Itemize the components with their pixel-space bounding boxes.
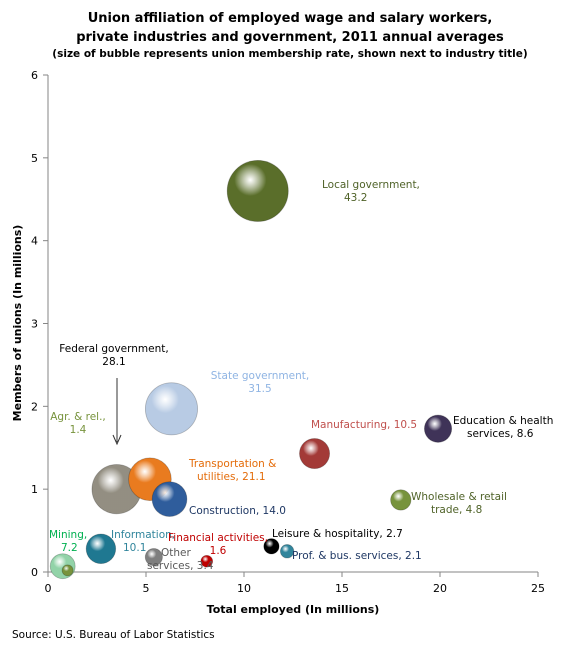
x-tick-label: 10 [237,582,251,595]
bubble-label-line: Construction, 14.0 [189,505,286,517]
bubble-label-line: Local government, [322,179,420,191]
bubble-label-line: Wholesale & retail [411,491,507,503]
bubble-label-construction: Construction, 14.0 [189,505,286,517]
bubble-label-local-government: Local government, 43.2 [322,179,420,204]
y-tick-label: 5 [31,152,38,165]
axes: 0 5 10 15 20 25 0 1 2 3 4 5 6 [31,69,545,595]
x-tick-label: 0 [45,582,52,595]
bubble-education-health-services [424,414,453,443]
y-tick-label: 0 [31,566,38,579]
bubble-information [85,533,117,564]
bubble-wholesale-retail-trade [390,489,412,511]
bubble-label-transportation-utilities: Transportation & utilities, 21.1 [188,458,276,483]
y-tick-label: 1 [31,483,38,496]
x-tick-label: 20 [433,582,447,595]
bubble-label-agr-rel: Agr. & rel., 1.4 [50,411,106,436]
y-tick-label: 2 [31,400,38,413]
bubble-label-line: 43.2 [344,192,367,204]
bubble-label-line: State government, [211,370,309,382]
bubble-label-line: 7.2 [61,542,78,554]
y-tick-label: 3 [31,318,38,331]
bubble-labels: Local government, 43.2 State government, 31… [49,179,553,572]
bubble-label-line: Financial activities, [168,532,268,544]
bubble-state-government [144,382,198,436]
bubble-label-financial-activities: Financial activities, 1.6 [168,532,268,557]
bubble-construction [151,481,188,517]
bubble-label-prof-bus-services: Prof. & bus. services, 2.1 [292,550,422,562]
bubble-label-line: services, 3.4 [147,560,214,572]
x-tick-label: 15 [335,582,349,595]
bubble-label-line: Prof. & bus. services, 2.1 [292,550,422,562]
bubble-label-line: 31.5 [248,383,271,395]
bubble-label-state-government: State government, 31.5 [211,370,309,395]
chart-title-line-2: private industries and government, 2011 … [76,30,504,45]
arrow-head [112,434,122,446]
bubble-label-line: services, 8.6 [467,428,534,440]
bubble-label-line: Manufacturing, 10.5 [311,419,417,431]
bubble-label-line: Other [161,547,191,559]
bubble-leisure-hospitality [263,538,280,555]
federal-arrow [112,378,122,446]
y-axis-label: Members of unions (In millions) [11,225,24,422]
chart-title-line-1: Union affiliation of employed wage and s… [88,11,493,26]
bubble-label-line: Information, [111,529,175,541]
bubble-local-government [226,160,289,222]
bubble-label-line: trade, 4.8 [431,504,482,516]
chart-subtitle: (size of bubble represents union members… [52,48,527,60]
bubble-label-line: Federal government, [59,343,168,355]
bubble-label-line: 1.6 [210,545,227,557]
bubble-label-line: Mining, [49,529,87,541]
bubble-label-line: Agr. & rel., [50,411,106,423]
bubble-label-line: 1.4 [70,424,87,436]
bubble-label-mining: Mining, 7.2 [49,529,87,554]
bubble-financial-activities [200,554,214,568]
x-axis-label: Total employed (In millions) [207,603,380,616]
y-ticks: 0 1 2 3 4 5 6 [31,69,48,579]
chart-title: Union affiliation of employed wage and s… [52,11,527,60]
bubble-label-line: 10.1 [123,542,146,554]
bubble-label-leisure-hospitality: Leisure & hospitality, 2.7 [272,528,403,540]
y-tick-label: 6 [31,69,38,82]
bubble-label-line: utilities, 21.1 [197,471,266,483]
bubble-label-line: Education & health [453,415,553,427]
bubble-label-information: Information, 10.1 [111,529,175,554]
bubble-prof-bus-services [279,544,295,559]
bubble-label-manufacturing: Manufacturing, 10.5 [311,419,417,431]
y-tick-label: 4 [31,235,38,248]
bubble-agr-rel [61,564,74,577]
bubble-manufacturing [299,438,331,470]
source-note: Source: U.S. Bureau of Labor Statistics [12,629,215,641]
bubble-label-line: Leisure & hospitality, 2.7 [272,528,403,540]
x-tick-label: 5 [143,582,150,595]
bubble-label-line: 28.1 [102,356,125,368]
bubble-label-other-services: Other services, 3.4 [147,547,214,572]
bubble-label-line: Transportation & [188,458,276,470]
bubble-label-wholesale-retail-trade: Wholesale & retail trade, 4.8 [411,491,507,516]
x-ticks: 0 5 10 15 20 25 [45,572,545,595]
bubble-label-federal-government: Federal government, 28.1 [59,343,168,368]
bubble-label-education-health-services: Education & health services, 8.6 [453,415,553,440]
bubbles [49,160,453,580]
bubble-other-services [144,548,163,567]
x-tick-label: 25 [531,582,545,595]
